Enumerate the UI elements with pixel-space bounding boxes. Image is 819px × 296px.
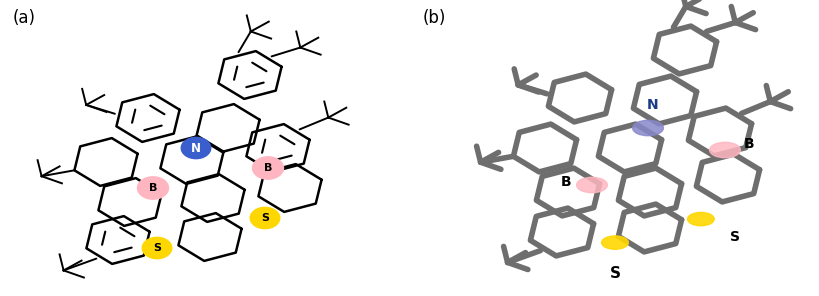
Text: (b): (b): [422, 9, 446, 27]
Text: S: S: [729, 230, 739, 244]
Text: B: B: [560, 175, 571, 189]
Text: S: S: [153, 243, 161, 253]
Ellipse shape: [601, 236, 627, 249]
Circle shape: [250, 207, 279, 229]
Text: N: N: [645, 98, 657, 112]
Circle shape: [252, 157, 283, 179]
Circle shape: [138, 177, 168, 199]
Text: S: S: [260, 213, 269, 223]
Ellipse shape: [631, 120, 663, 136]
Text: N: N: [191, 141, 201, 155]
Text: S: S: [609, 266, 620, 281]
Text: (a): (a): [12, 9, 35, 27]
Circle shape: [142, 237, 171, 259]
Ellipse shape: [708, 142, 740, 158]
Ellipse shape: [687, 213, 713, 226]
Circle shape: [181, 137, 210, 159]
Text: B: B: [264, 163, 272, 173]
Text: B: B: [148, 183, 157, 193]
Ellipse shape: [576, 177, 607, 193]
Text: B: B: [743, 137, 753, 151]
